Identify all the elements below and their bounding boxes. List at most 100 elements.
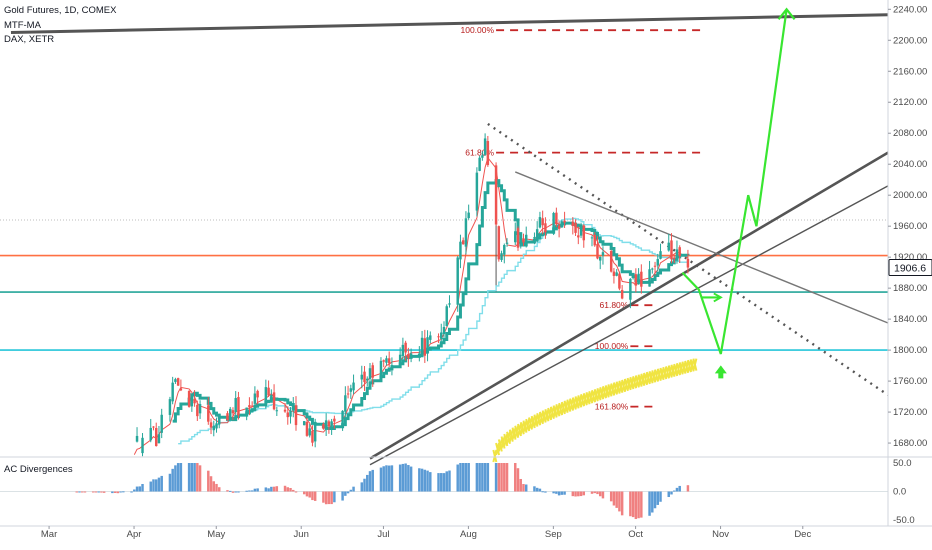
candle-body: [275, 410, 279, 412]
candle-body: [497, 226, 501, 260]
osc-bar: [420, 468, 424, 492]
osc-bar: [327, 491, 331, 505]
y-tick-label: 1840.00: [893, 314, 927, 325]
osc-bar: [615, 491, 618, 508]
osc-bar: [522, 484, 525, 492]
osc-bar: [292, 489, 295, 492]
candle-body: [313, 424, 317, 442]
y-tick-label: 1920.00: [893, 252, 927, 263]
osc-bar: [571, 491, 575, 497]
dax-overlay-mark: [538, 411, 544, 425]
candle-body: [541, 218, 544, 226]
candle-body: [330, 421, 333, 429]
osc-bar: [629, 491, 632, 517]
candle-body: [385, 358, 388, 363]
osc-bar: [83, 491, 87, 493]
trendline: [10, 13, 889, 35]
osc-bar: [286, 487, 290, 492]
candle-body: [503, 245, 506, 255]
osc-bar: [267, 488, 270, 492]
osc-bar: [228, 490, 232, 492]
candle-body: [193, 399, 196, 404]
candle-body: [154, 428, 158, 447]
osc-bar: [97, 491, 100, 493]
osc-bar: [593, 491, 596, 494]
osc-bar: [404, 463, 407, 492]
x-tick-label: Nov: [712, 529, 729, 540]
osc-bar: [637, 491, 640, 519]
osc-bar: [305, 491, 309, 497]
candle-body: [418, 353, 421, 355]
osc-bar: [475, 463, 479, 492]
candle-body: [289, 410, 292, 417]
candle-body: [598, 256, 602, 261]
fib-level-label: 161.80%: [595, 402, 629, 412]
candle-body: [333, 418, 336, 422]
osc-bar: [524, 484, 528, 492]
osc-bar: [486, 463, 490, 492]
osc-bar: [478, 463, 481, 492]
candle-body: [253, 393, 257, 404]
candle-body: [544, 223, 547, 233]
osc-bar: [640, 491, 643, 518]
osc-bar: [176, 463, 180, 492]
osc-bar: [609, 491, 613, 502]
candle-body: [456, 257, 459, 305]
up-arrow-icon: [714, 365, 727, 379]
osc-bar: [574, 491, 577, 497]
candle-body: [349, 388, 353, 392]
osc-bar: [253, 488, 257, 492]
osc-bar: [555, 491, 558, 494]
osc-bar: [379, 467, 383, 492]
dax-overlay-mark: [549, 406, 555, 419]
osc-bar: [346, 491, 350, 494]
candle-body: [609, 251, 613, 272]
osc-bar: [382, 466, 385, 492]
legend-indicator-dax: DAX, XETR: [4, 34, 55, 45]
osc-bar: [333, 491, 336, 503]
osc-bar: [270, 486, 273, 492]
candle-body: [152, 426, 155, 428]
fib-levels: 100.00% 61.80% 61.80% 100.00% 161.80%: [461, 25, 702, 412]
candle-body: [234, 398, 237, 413]
candle-body: [445, 306, 448, 327]
y-tick-label: 1880.00: [893, 283, 927, 294]
osc-bar: [218, 487, 221, 492]
candle-body: [590, 237, 594, 239]
candle-body: [198, 404, 202, 414]
osc-bar: [500, 463, 503, 492]
candle-body: [420, 337, 424, 355]
osc-bar: [429, 472, 432, 492]
fib-level-label: 61.80%: [465, 148, 494, 158]
osc-bar: [138, 486, 142, 492]
osc-bar: [672, 490, 676, 492]
osc-bar: [363, 478, 366, 492]
x-tick-label: Dec: [794, 529, 811, 540]
candle-body: [563, 220, 566, 223]
candle-body: [324, 420, 328, 429]
candle-body: [264, 387, 268, 401]
dax-overlay-mark: [514, 425, 520, 438]
candle-body: [401, 344, 405, 356]
candle-body: [618, 273, 621, 289]
candle-body: [483, 138, 487, 155]
candle-body: [187, 390, 191, 407]
osc-bar: [516, 468, 520, 492]
osc-bar: [179, 463, 183, 492]
candle-body: [552, 213, 555, 234]
dax-overlay-mark: [527, 417, 533, 430]
osc-bar: [620, 491, 624, 516]
osc-bar: [207, 470, 210, 492]
osc-bar: [618, 491, 621, 512]
candle-body: [464, 218, 468, 247]
candle-body: [686, 258, 690, 268]
candle-body: [267, 387, 270, 396]
osc-bar: [456, 464, 459, 492]
osc-bar: [209, 476, 213, 492]
osc-bar: [174, 465, 177, 492]
dax-overlay-mark: [525, 418, 531, 432]
osc-bar: [75, 491, 78, 493]
osc-bar: [193, 463, 196, 492]
candle-body: [228, 408, 232, 419]
